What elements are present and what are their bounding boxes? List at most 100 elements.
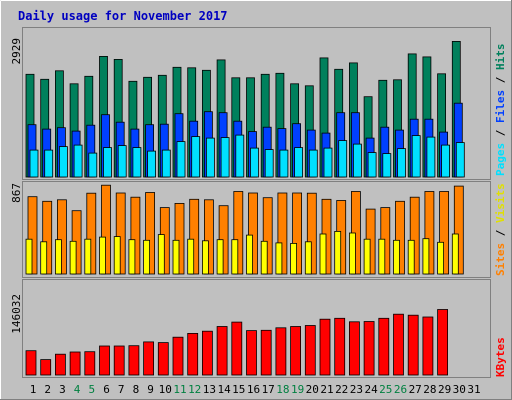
sites-bar-day-10 [157, 234, 165, 275]
sites-bar-day-6 [99, 236, 106, 275]
visits-bar-day-9 [145, 192, 156, 275]
x-tick-label-day-9: 9 [147, 383, 154, 396]
pages-bar-day-25 [382, 153, 392, 178]
sites-bar-day-12 [187, 238, 195, 275]
pages-bar-day-28 [426, 136, 436, 178]
visits-bar-day-28 [424, 191, 435, 275]
kbytes-bar-day-8 [128, 345, 140, 376]
pages-bar-day-13 [205, 137, 215, 178]
sites-bar-day-16 [246, 234, 253, 275]
pages-bar-day-14 [220, 137, 230, 178]
pages-bar-day-2 [44, 149, 54, 178]
pages-bar-day-17 [264, 149, 274, 178]
visits-bar-day-20 [306, 192, 317, 275]
x-tick-label-day-4: 4 [74, 383, 81, 396]
kbytes-bar-day-15 [231, 321, 243, 376]
visits-bar-day-6 [101, 184, 111, 275]
legend-kbytes: KBytes [494, 337, 507, 377]
x-tick-label-day-12: 12 [188, 383, 201, 396]
sites-bar-day-27 [407, 239, 415, 275]
legend-panel1: Pages / Files / Hits [494, 44, 507, 177]
panel3-ymax-label: 146032 [10, 294, 23, 334]
sites-bar-day-26 [393, 239, 400, 275]
kbytes-bar-day-21 [319, 318, 331, 376]
pages-bar-day-9 [147, 150, 157, 178]
visits-bar-day-8 [130, 196, 141, 275]
pages-bar-day-1 [29, 149, 39, 178]
x-tick-label-day-30: 30 [453, 383, 466, 396]
sites-bar-day-5 [84, 238, 92, 275]
x-tick-label-day-2: 2 [44, 383, 51, 396]
sites-bar-day-11 [172, 239, 180, 275]
sites-bar-day-2 [40, 241, 48, 275]
panel2-ymax-label: 867 [10, 183, 23, 203]
visits-bar-day-11 [174, 202, 185, 275]
legend-panel2: Sites / Visits [494, 183, 507, 276]
x-tick-label-day-31: 31 [467, 383, 480, 396]
x-tick-label-day-25: 25 [379, 383, 392, 396]
pages-bar-day-12 [191, 136, 201, 178]
legend-separator: / [494, 223, 507, 243]
pages-bar-day-21 [323, 147, 333, 178]
sites-bar-day-19 [290, 242, 298, 275]
legend-separator: / [494, 123, 507, 143]
x-tick-label-day-5: 5 [88, 383, 95, 396]
pages-bar-day-10 [161, 149, 171, 178]
visits-bar-day-3 [57, 199, 67, 275]
visits-bar-day-30 [453, 185, 464, 275]
sites-bar-day-3 [55, 239, 62, 275]
pages-bar-day-30 [455, 142, 465, 178]
kbytes-bar-day-25 [378, 317, 390, 376]
x-tick-label-day-1: 1 [30, 383, 37, 396]
x-tick-label-day-17: 17 [262, 383, 275, 396]
pages-bar-day-8 [132, 147, 142, 178]
visits-bar-day-1 [27, 196, 38, 275]
kbytes-bar-day-17 [260, 329, 272, 376]
kbytes-bar-day-23 [348, 321, 360, 376]
x-tick-label-day-23: 23 [350, 383, 363, 396]
kbytes-bar-day-2 [40, 359, 52, 376]
kbytes-bar-day-14 [216, 326, 228, 376]
x-tick-label-day-28: 28 [423, 383, 436, 396]
sites-bar-day-30 [451, 233, 459, 275]
visits-bar-day-19 [292, 192, 303, 275]
kbytes-bar-day-27 [407, 314, 419, 376]
x-tick-label-day-11: 11 [173, 383, 186, 396]
visits-bar-day-13 [203, 199, 214, 275]
kbytes-bar-day-1 [25, 350, 37, 376]
pages-bar-day-20 [308, 149, 318, 178]
pages-bar-day-11 [176, 141, 186, 178]
visits-bar-day-29 [439, 191, 450, 275]
kbytes-bar-day-11 [172, 336, 184, 376]
x-tick-label-day-18: 18 [276, 383, 289, 396]
legend-panel3: KBytes [494, 337, 507, 377]
x-tick-label-day-22: 22 [335, 383, 348, 396]
panel1-ymax-label: 2929 [10, 38, 23, 65]
kbytes-bar-day-3 [55, 353, 66, 376]
x-tick-label-day-7: 7 [118, 383, 125, 396]
visits-bar-day-12 [189, 198, 200, 275]
kbytes-bar-day-6 [99, 345, 110, 376]
legend-pages: Pages [494, 143, 507, 176]
sites-bar-day-25 [378, 238, 386, 275]
sites-bar-day-21 [319, 233, 327, 275]
x-tick-label-day-21: 21 [320, 383, 333, 396]
sites-bar-day-17 [260, 240, 268, 275]
visits-bar-day-16 [248, 192, 258, 275]
kbytes-bar-day-20 [304, 325, 316, 376]
x-tick-label-day-15: 15 [232, 383, 245, 396]
kbytes-bar-day-13 [201, 330, 213, 376]
x-tick-label-day-19: 19 [291, 383, 304, 396]
svg-text:Sites / Visits: Sites / Visits [494, 183, 507, 276]
sites-bar-day-20 [304, 241, 312, 275]
pages-bar-day-29 [441, 144, 451, 178]
sites-bar-day-23 [348, 232, 356, 275]
visits-bar-day-5 [86, 192, 97, 275]
pages-bar-day-27 [411, 135, 421, 178]
svg-text:Pages / Files / Hits: Pages / Files / Hits [494, 44, 507, 177]
pages-bar-day-19 [294, 147, 304, 178]
sites-bar-day-18 [275, 242, 283, 275]
visits-bar-day-26 [395, 200, 405, 275]
pages-bar-day-22 [338, 140, 348, 178]
sites-bar-day-29 [437, 241, 445, 275]
